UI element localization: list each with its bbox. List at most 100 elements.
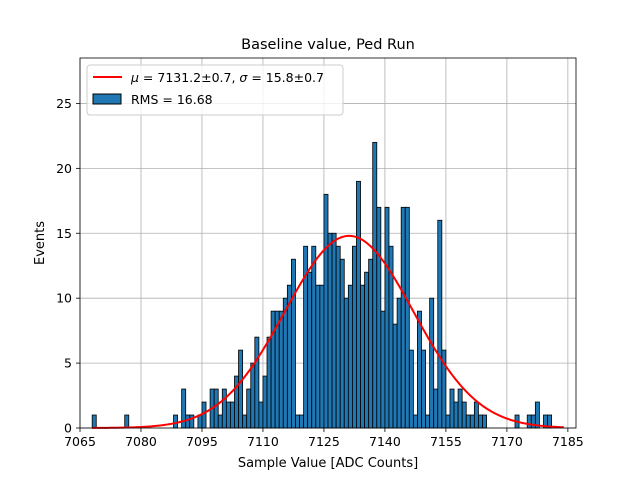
x-tick-label: 7110 (247, 434, 279, 449)
histogram-bar (482, 414, 487, 429)
histogram-bar (478, 414, 483, 429)
histogram-bar (335, 245, 341, 429)
histogram-bar (225, 401, 231, 429)
histogram-bar (412, 414, 418, 429)
y-tick-label: 10 (56, 291, 72, 306)
legend-histogram-swatch (92, 93, 122, 105)
histogram-bar (347, 284, 353, 429)
x-tick-label: 7155 (430, 434, 462, 449)
legend-rms-label: RMS = 16.68 (131, 92, 213, 107)
histogram-bar (246, 388, 252, 429)
x-tick-label: 7140 (369, 434, 401, 449)
histogram-bar (526, 414, 532, 429)
histogram-bar (404, 206, 410, 429)
legend-mu-symbol: μ (130, 70, 139, 85)
histogram-bar (360, 284, 365, 429)
histogram-bar (534, 401, 540, 429)
histogram-bar (295, 414, 300, 429)
histogram-bar (197, 414, 203, 429)
y-tick-label: 0 (64, 421, 72, 436)
histogram-bar (217, 414, 223, 429)
x-tick-label: 7170 (491, 434, 523, 449)
x-axis-ticks: 7065 7080 7095 7110 7125 7140 7155 7170 7185 (64, 428, 584, 449)
x-tick-label: 7095 (186, 434, 218, 449)
histogram-bar (319, 284, 325, 429)
histogram-bar (311, 245, 317, 429)
histogram-bar (380, 310, 386, 429)
plot-frame (79, 57, 577, 429)
legend-sigma-symbol: σ (239, 70, 248, 85)
x-tick-label: 7080 (125, 434, 157, 449)
histogram-bar (266, 336, 272, 429)
histogram-bar (425, 414, 431, 429)
histogram-bar (339, 258, 345, 429)
histogram-bar (392, 323, 398, 429)
histogram-bar (469, 414, 475, 429)
y-tick-label: 5 (64, 356, 72, 371)
histogram-bar (238, 349, 244, 429)
histogram-bar (372, 141, 378, 429)
x-tick-label: 7065 (64, 434, 96, 449)
histogram-bar (421, 349, 426, 429)
histogram-bar (368, 258, 374, 429)
histogram-bar (473, 401, 479, 429)
histogram-bar (400, 206, 406, 429)
x-tick-label: 7185 (552, 434, 584, 449)
histogram-bar (384, 206, 390, 429)
histogram-bar (258, 401, 264, 429)
gaussian-fit-curve (92, 234, 564, 429)
histogram-bar (465, 414, 471, 429)
y-axis-ticks: 0 5 10 15 20 25 (56, 96, 80, 436)
histogram-bar (376, 206, 382, 429)
histogram-bar (417, 310, 422, 429)
legend-sigma-value: = 15.8±0.7 (247, 70, 324, 85)
histogram-bar (530, 414, 536, 429)
histogram-bar (461, 401, 467, 429)
histogram-bar (254, 336, 260, 429)
histogram-bar (185, 414, 191, 429)
histogram-bar (457, 388, 463, 429)
chart-title: Baseline value, Ped Run (241, 37, 415, 53)
histogram-bar (173, 414, 178, 429)
histogram-bar (437, 219, 443, 429)
histogram-bar (291, 258, 296, 429)
histogram-bar (307, 271, 313, 429)
histogram-bar (221, 388, 227, 429)
histogram-bar (445, 414, 451, 429)
histogram-bar (327, 232, 333, 429)
y-tick-label: 25 (56, 96, 72, 111)
histogram-bar (356, 180, 361, 429)
histogram-bar (433, 388, 439, 429)
legend-fit-label: μ = 7131.2±0.7, σ = 15.8±0.7 (130, 70, 324, 85)
histogram-bar (453, 401, 459, 429)
histogram-bar (250, 362, 256, 429)
histogram-bar (449, 388, 455, 429)
x-axis-label: Sample Value [ADC Counts] (238, 456, 418, 471)
histogram-bar (91, 414, 97, 429)
histogram-bar (429, 297, 435, 429)
histogram-bar (343, 297, 349, 429)
histogram-bar (262, 375, 268, 429)
histogram-bar (201, 401, 207, 429)
x-tick-label: 7125 (308, 434, 340, 449)
histogram-bar (278, 310, 284, 429)
histogram-bar (408, 349, 414, 429)
y-tick-label: 15 (56, 226, 72, 241)
histogram-bar (396, 297, 402, 429)
legend-box (86, 64, 344, 116)
histogram-bars (91, 141, 553, 429)
y-axis-label: Events (33, 221, 48, 265)
histogram-bar (299, 414, 305, 429)
legend: μ = 7131.2±0.7, σ = 15.8±0.7 RMS = 16.68 (86, 64, 344, 116)
histogram-bar (282, 297, 288, 429)
legend-mu-value: = 7131.2±0.7, (139, 70, 239, 85)
histogram-bar (213, 388, 219, 429)
histogram-bar (323, 193, 329, 429)
histogram-bar (351, 245, 357, 429)
y-tick-label: 20 (56, 161, 72, 176)
histogram-bar (242, 414, 248, 429)
histogram-bar (124, 414, 130, 429)
histogram-bar (331, 232, 337, 429)
histogram-bar (364, 271, 370, 429)
